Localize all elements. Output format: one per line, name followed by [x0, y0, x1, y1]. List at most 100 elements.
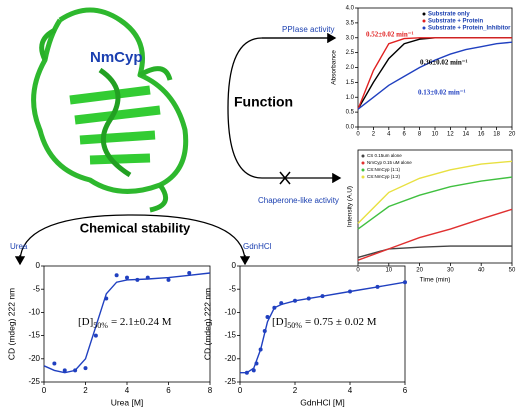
- x-tick-label: 4: [125, 386, 130, 395]
- x-tick-label: 18: [493, 132, 500, 138]
- series-line: [357, 160, 513, 224]
- annotation: 0.52±0.02 min⁻¹: [366, 31, 414, 39]
- data-point: [83, 366, 88, 371]
- x-tick-label: 14: [462, 132, 469, 138]
- legend-label: Substrate only: [428, 12, 470, 18]
- annotation-part: 50%: [287, 321, 302, 330]
- data-point: [166, 277, 171, 282]
- data-point: [187, 270, 192, 275]
- series-line: [357, 37, 512, 110]
- cross: [279, 171, 291, 185]
- annotation: [D]50% = 0.75 ± 0.02 M: [272, 316, 377, 330]
- y-tick-label: 2.0: [346, 65, 355, 71]
- x-tick-label: 20: [416, 268, 423, 274]
- y-tick-label: -25: [28, 377, 40, 386]
- plot-frame: [239, 265, 406, 383]
- y-tick-label: -10: [224, 308, 236, 317]
- data-point: [93, 333, 98, 338]
- x-tick-label: 2: [83, 386, 88, 395]
- ppiase-label: PPIase activity: [282, 25, 334, 34]
- x-tick-label: 8: [418, 132, 422, 138]
- annotation-part: [D]: [78, 316, 93, 328]
- x-tick-label: 20: [509, 132, 516, 138]
- x-tick-label: 10: [385, 268, 392, 274]
- x-tick-label: 0: [238, 386, 243, 395]
- x-tick-label: 2: [293, 386, 298, 395]
- data-point: [114, 273, 119, 278]
- legend-swatch: [361, 161, 365, 165]
- y-tick-label: 1.0: [346, 95, 355, 101]
- y-tick-label: -15: [28, 331, 40, 340]
- x-tick-label: 16: [478, 132, 485, 138]
- x-tick-label: 0: [42, 386, 47, 395]
- x-tick-label: 30: [447, 268, 454, 274]
- y-axis-label: CD (mdeg) 222 nm: [6, 288, 16, 360]
- protein-label: NmCyp: [90, 49, 143, 66]
- legend-swatch: [361, 175, 365, 179]
- y-tick-label: -5: [33, 284, 41, 293]
- annotation-part: [D]: [272, 316, 287, 328]
- annotation-part: 50%: [93, 321, 108, 330]
- x-axis-label: Urea [M]: [111, 397, 144, 407]
- series-line: [240, 281, 406, 374]
- legend-swatch: [361, 154, 365, 158]
- x-tick-label: 12: [447, 132, 454, 138]
- x-tick-label: 8: [208, 386, 213, 395]
- legend-swatch: [422, 19, 426, 23]
- x-tick-label: 0: [356, 268, 360, 274]
- series-line: [357, 37, 512, 110]
- annotation: 0.13±0.02 min⁻¹: [418, 89, 466, 97]
- y-axis-label: Intensity (A.U): [347, 186, 354, 227]
- x-tick-label: 6: [403, 386, 408, 395]
- y-tick-label: 0: [232, 261, 237, 270]
- y-tick-label: -15: [224, 331, 236, 340]
- annotation-part: = 0.75 ± 0.02 M: [305, 316, 377, 328]
- legend-swatch: [422, 12, 426, 16]
- data-point: [62, 368, 67, 373]
- bracket: [19, 214, 246, 263]
- gdn-label: GdnHCl: [243, 242, 272, 251]
- series-line: [357, 176, 513, 230]
- y-tick-label: 0: [36, 261, 41, 270]
- stability-label: Chemical stability: [80, 220, 191, 235]
- legend-label: Substrate + Protein_Inhibitor: [428, 26, 511, 32]
- y-tick-label: 3.0: [346, 35, 355, 41]
- y-tick-label: -25: [224, 377, 236, 386]
- y-tick-label: 1.5: [346, 80, 355, 86]
- x-axis-label: GdnHCl [M]: [300, 397, 344, 407]
- series-line: [357, 41, 513, 110]
- legend-swatch: [361, 168, 365, 172]
- y-tick-label: 0.5: [346, 110, 355, 116]
- legend-label: CS 0.15um alone: [367, 153, 402, 158]
- annotation-part: = 2.1±0.24 M: [111, 316, 172, 328]
- function-label: Function: [234, 94, 293, 110]
- data-point: [265, 315, 270, 320]
- y-tick-label: -10: [28, 308, 40, 317]
- legend-swatch: [422, 26, 426, 30]
- x-tick-label: 6: [166, 386, 171, 395]
- data-point: [125, 275, 129, 280]
- x-tick-label: 50: [509, 268, 516, 274]
- urea-label: Urea: [10, 242, 28, 251]
- x-tick-label: 6: [403, 132, 407, 138]
- y-axis-label: Absorbance: [331, 50, 338, 85]
- annotation: [D]50% = 2.1±0.24 M: [78, 316, 172, 330]
- legend-label: Substrate + Protein: [428, 19, 484, 25]
- x-tick-label: 0: [356, 132, 360, 138]
- y-axis-label: CD (mdeg) 222 nm: [202, 288, 212, 360]
- x-tick-label: 10: [432, 132, 439, 138]
- protein-structure: [31, 7, 189, 213]
- x-tick-label: 2: [372, 132, 376, 138]
- y-tick-label: -20: [28, 354, 40, 363]
- arrow: [227, 37, 342, 184]
- legend-label: CS:NmCyp (1:2): [367, 174, 401, 179]
- y-tick-label: -5: [229, 284, 237, 293]
- y-tick-label: 4.0: [346, 6, 355, 12]
- y-tick-label: 3.5: [346, 20, 355, 26]
- series-line: [357, 208, 513, 261]
- legend-label: NmCyp 0.15 uM alone: [367, 160, 412, 165]
- x-axis-label: Time (min): [420, 277, 451, 284]
- y-tick-label: 2.5: [346, 50, 355, 56]
